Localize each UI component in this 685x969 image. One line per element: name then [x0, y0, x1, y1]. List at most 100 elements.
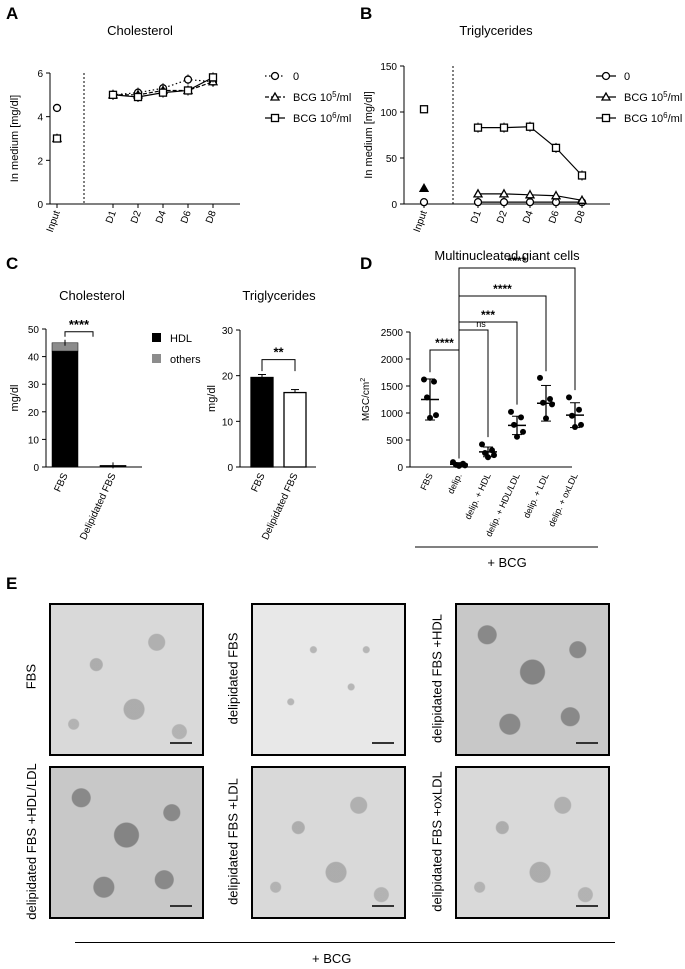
comparison-label: ****	[508, 254, 527, 268]
group-4	[537, 374, 555, 422]
data-point	[158, 88, 168, 97]
chart-title: Cholesterol	[107, 23, 173, 38]
data-point	[421, 376, 427, 383]
panel-a: Cholesterol 0 2 4 6 In medium [mg/dl] Input D1 D…	[9, 23, 351, 234]
comparison-bracket	[458, 295, 547, 459]
panel-d: Multinucleated giant cells 0 500 1000 1500 20…	[360, 248, 598, 570]
legend-label: BCG 106/ml	[293, 111, 351, 125]
y-tick-label: 6	[37, 69, 43, 80]
y-axis-label: mg/dl	[9, 385, 21, 412]
group-2	[479, 441, 497, 461]
data-point	[431, 378, 437, 385]
x-tick-label: D4	[154, 209, 169, 225]
y-tick-label: 50	[28, 325, 40, 336]
series-s0: 0	[419, 71, 630, 208]
x-tick-label: D4	[521, 209, 536, 225]
series-s1: BCG 105/ml	[51, 76, 351, 143]
y-tick-label: 100	[380, 108, 397, 119]
x-tick-label: delip. + oxLDL	[546, 472, 579, 529]
legend-marker	[601, 71, 611, 81]
input-point	[52, 134, 62, 143]
micrograph-label: delipidated FBS	[225, 632, 241, 725]
x-tick-label-input: Input	[45, 209, 63, 234]
group-3	[508, 408, 526, 440]
y-axis-label: In medium [mg/dl]	[9, 95, 21, 182]
input-point	[418, 183, 430, 193]
data-point	[183, 75, 193, 84]
scale-bar	[170, 742, 192, 744]
y-tick-label: 50	[386, 154, 398, 165]
legend-label: BCG 105/ml	[624, 90, 682, 104]
panel-letter-c: C	[6, 254, 19, 273]
y-tick-label: 0	[33, 463, 39, 474]
data-point	[108, 90, 118, 99]
comparison-label: ****	[435, 336, 454, 350]
input-point	[52, 103, 62, 113]
y-tick-label: 0	[397, 463, 403, 474]
e-bcg-label: + BCG	[312, 951, 352, 966]
e-bcg-line	[75, 942, 615, 943]
bar-hdl	[51, 350, 79, 468]
data-point	[208, 73, 218, 82]
legend-label: 0	[624, 71, 630, 83]
panel-letter-a: A	[6, 4, 19, 23]
series-line	[478, 126, 583, 176]
data-point	[473, 198, 483, 207]
data-point	[485, 454, 491, 461]
data-point	[566, 394, 572, 401]
significance-label: ****	[69, 317, 90, 332]
y-tick-label: 150	[380, 62, 397, 73]
legend-marker	[601, 113, 611, 123]
data-point	[537, 374, 543, 381]
data-point	[551, 143, 561, 153]
data-point	[576, 406, 582, 413]
micrograph-3	[49, 766, 204, 919]
data-point	[183, 86, 193, 95]
data-point	[577, 171, 587, 180]
data-point	[498, 188, 510, 198]
y-tick-label: 0	[391, 200, 397, 211]
group-0	[421, 376, 439, 421]
data-point	[518, 414, 524, 421]
y-tick-label: 2000	[381, 355, 404, 366]
charts-canvas: Cholesterol 0 2 4 6 In medium [mg/dl] Input D1 D…	[9, 23, 682, 570]
comparison-bracket	[458, 267, 576, 459]
group-5	[566, 394, 584, 431]
legend-label: others	[170, 354, 201, 366]
legend-marker	[270, 113, 280, 123]
y-tick-label: 10	[28, 435, 40, 446]
x-tick-label: D1	[104, 209, 119, 225]
y-tick-label: 0	[227, 463, 233, 474]
data-point	[508, 408, 514, 415]
legend-label: BCG 105/ml	[293, 90, 351, 104]
data-point	[549, 401, 555, 408]
x-tick-label: D8	[573, 209, 588, 225]
data-point	[547, 395, 553, 402]
input-point	[419, 198, 429, 207]
legend-marker	[600, 91, 612, 101]
chart-title: Triglycerides	[459, 23, 533, 38]
comparison-label: ***	[481, 308, 495, 322]
data-point	[578, 421, 584, 428]
micrograph-0	[49, 603, 204, 756]
d-bcg-label: + BCG	[487, 555, 526, 570]
micrograph-label: delipidated FBS +LDL	[225, 778, 241, 905]
x-tick-label: D6	[179, 209, 194, 225]
x-tick-label: Delipidated FBS	[260, 471, 301, 541]
scale-bar	[170, 905, 192, 907]
bar	[283, 391, 307, 468]
panel-letter-e: E	[6, 574, 18, 593]
y-tick-label: 1500	[381, 382, 404, 393]
x-tick-label-input: Input	[412, 209, 430, 234]
bar	[250, 376, 274, 468]
significance-label: **	[273, 345, 284, 360]
panel-c-triglycerides: Triglycerides 0 10 20 30 mg/dl FBSDelipidated …	[206, 288, 316, 542]
y-axis-label: In medium [mg/dl]	[363, 91, 375, 178]
micrograph-2	[455, 603, 610, 756]
chart-title: Multinucleated giant cells	[434, 248, 580, 263]
significance-bracket	[64, 331, 94, 337]
x-tick-label: D2	[129, 209, 144, 225]
data-point	[550, 190, 562, 200]
series-s2: BCG 106/ml	[419, 105, 682, 181]
data-point	[514, 433, 520, 440]
